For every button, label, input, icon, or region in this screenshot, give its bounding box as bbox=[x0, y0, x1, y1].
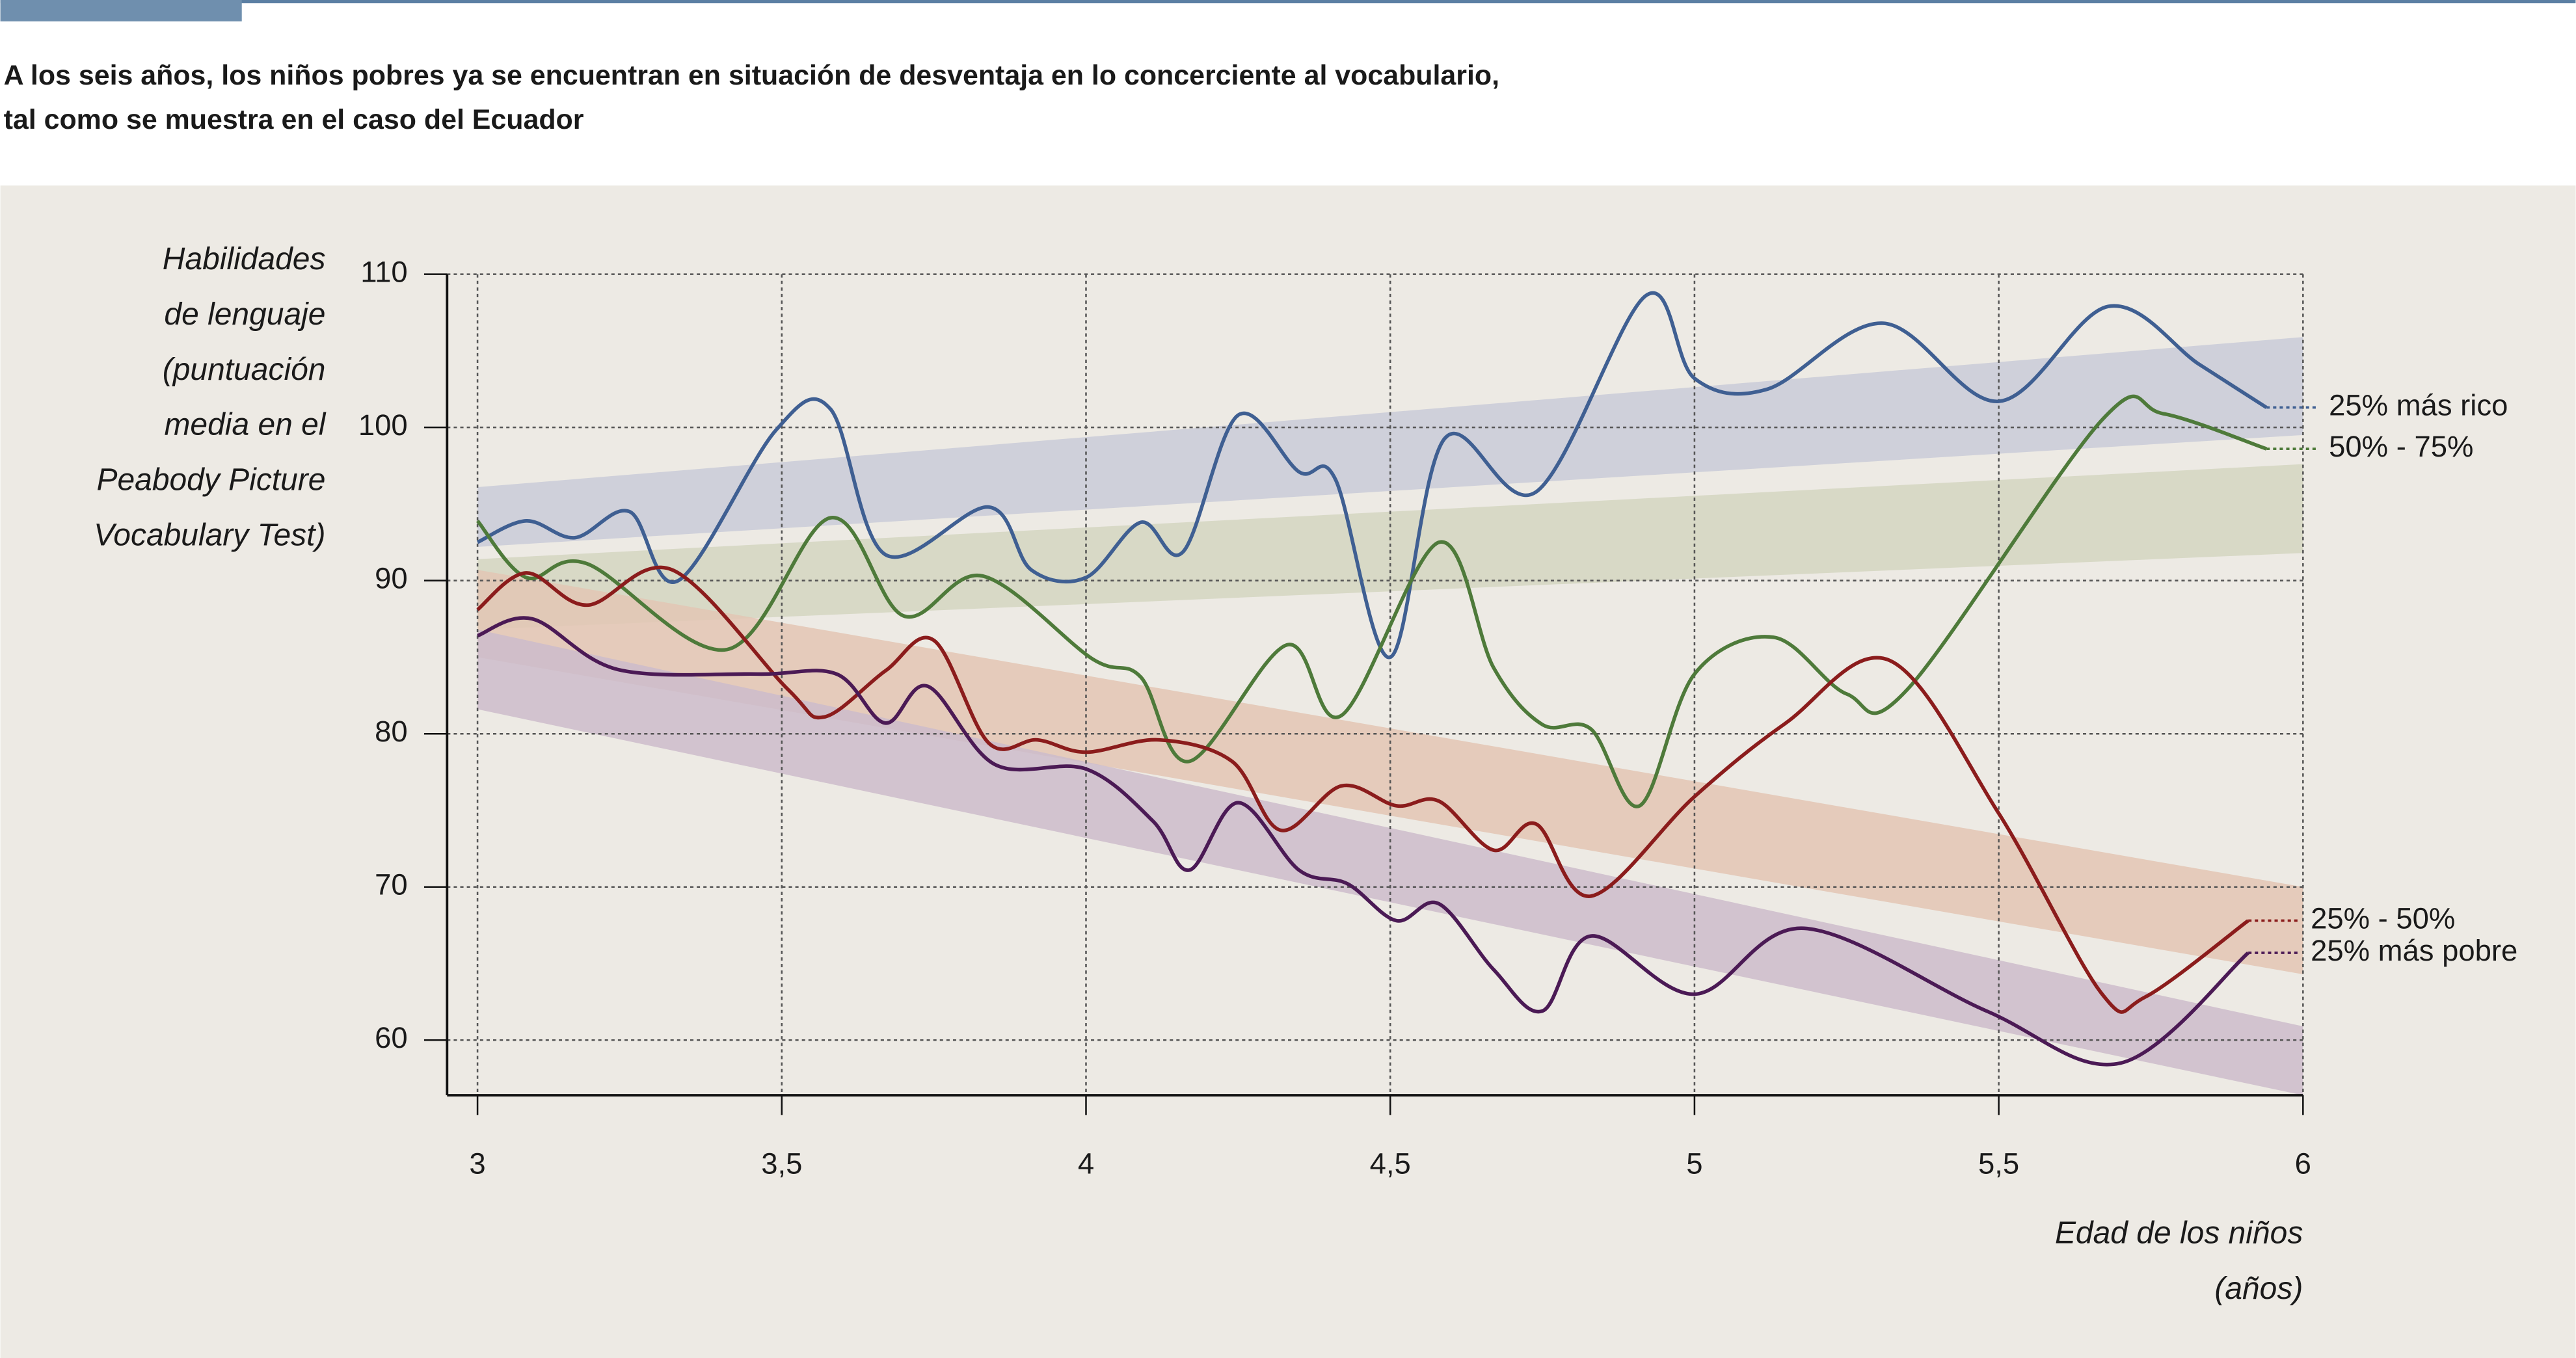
confidence-band bbox=[477, 630, 2303, 1096]
x-tick-label: 4,5 bbox=[1370, 1147, 1411, 1180]
x-axis-title: (años) bbox=[2214, 1271, 2303, 1306]
y-tick-label: 100 bbox=[358, 408, 408, 442]
legend-label: 25% más pobre bbox=[2311, 934, 2517, 967]
x-tick-label: 4 bbox=[1078, 1147, 1094, 1180]
chart-title: A los seis años, los niños pobres ya se … bbox=[4, 60, 1499, 91]
x-axis-title: Edad de los niños bbox=[2055, 1216, 2303, 1250]
legend-label: 25% - 50% bbox=[2311, 902, 2455, 935]
series-line bbox=[477, 616, 2249, 1067]
y-axis-title: (puntuación bbox=[163, 353, 326, 387]
y-tick-label: 90 bbox=[375, 562, 408, 595]
series-line bbox=[476, 291, 2268, 659]
top-rule bbox=[0, 0, 2576, 4]
series-line bbox=[476, 565, 2249, 1014]
plot: A los seis años, los niños pobres ya se … bbox=[4, 60, 2518, 1306]
chart-title: tal como se muestra en el caso del Ecuad… bbox=[4, 104, 584, 135]
confidence-band bbox=[477, 464, 2303, 630]
confidence-band bbox=[477, 570, 2303, 974]
y-axis-title: media en el bbox=[164, 408, 326, 442]
y-axis-title: Peabody Picture bbox=[96, 462, 325, 497]
y-tick-label: 110 bbox=[360, 256, 407, 289]
confidence-band bbox=[477, 337, 2303, 547]
legend-label: 25% más rico bbox=[2329, 389, 2508, 422]
y-axis-title: Vocabulary Test) bbox=[94, 518, 325, 552]
x-tick-label: 3 bbox=[469, 1147, 485, 1180]
y-tick-label: 80 bbox=[375, 715, 408, 748]
y-axis-title: Habilidades bbox=[163, 242, 326, 276]
y-tick-label: 60 bbox=[375, 1021, 408, 1054]
legend-label: 50% - 75% bbox=[2329, 430, 2473, 463]
top-tab bbox=[0, 0, 242, 21]
x-tick-label: 6 bbox=[2295, 1147, 2311, 1180]
y-axis-title: de lenguaje bbox=[164, 297, 325, 332]
x-tick-label: 3,5 bbox=[761, 1147, 802, 1180]
series-line bbox=[476, 394, 2268, 808]
x-tick-label: 5 bbox=[1686, 1147, 1702, 1180]
y-tick-label: 70 bbox=[375, 868, 408, 901]
x-tick-label: 5,5 bbox=[1978, 1147, 2019, 1180]
